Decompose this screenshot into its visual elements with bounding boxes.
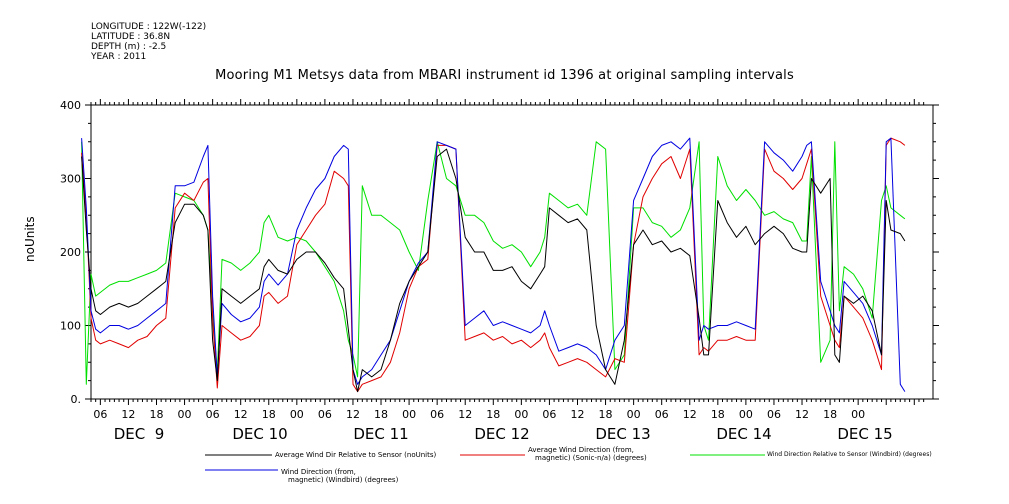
x-hour-tick-label: 12 (458, 408, 472, 421)
x-hour-tick-label: 06 (542, 408, 556, 421)
x-hour-tick-label: 12 (234, 408, 248, 421)
x-hour-tick-label: 06 (93, 408, 107, 421)
longitude-text: LONGITUDE : 122W(-122) (91, 22, 207, 32)
x-hour-tick-label: 18 (599, 408, 613, 421)
x-day-label: DEC 13 (595, 425, 650, 443)
depth-text: DEPTH (m) : -2.5 (91, 42, 167, 52)
legend-label-black: Average Wind Dir Relative to Sensor (noU… (275, 451, 436, 459)
x-day-label: DEC 14 (716, 425, 771, 443)
x-hour-tick-label: 00 (290, 408, 304, 421)
y-tick-label: 0. (71, 393, 82, 406)
year-text: YEAR : 2011 (91, 52, 147, 62)
x-hour-tick-label: 06 (655, 408, 669, 421)
x-hour-tick-label: 18 (149, 408, 163, 421)
legend-label-line: magnetic) (Sonic-n/a) (degrees) (535, 454, 647, 462)
y-tick-label: 200 (60, 246, 81, 259)
legend-label-red: Average Wind Direction (from, magnetic) (… (528, 446, 647, 462)
x-day-label: DEC 12 (474, 425, 529, 443)
legend-label-green: Wind Direction Relative to Sensor (Windb… (767, 451, 932, 459)
series-line-3 (81, 137, 906, 392)
x-hour-tick-label: 12 (570, 408, 584, 421)
x-hour-tick-label: 18 (374, 408, 388, 421)
y-tick-label: 300 (60, 173, 81, 186)
metadata-block: LONGITUDE : 122W(-122) LATITUDE : 36.8N … (91, 22, 206, 62)
x-hour-tick-label: 18 (823, 408, 837, 421)
x-hour-tick-label: 00 (739, 408, 753, 421)
x-hour-tick-label: 18 (711, 408, 725, 421)
x-hour-tick-label: 00 (178, 408, 192, 421)
x-hour-tick-label: 06 (318, 408, 332, 421)
x-hour-tick-label: 06 (206, 408, 220, 421)
y-tick-label: 400 (60, 99, 81, 112)
x-day-label: DEC 10 (232, 425, 287, 443)
series-line-1 (81, 137, 906, 393)
latitude-text: LATITUDE : 36.8N (91, 32, 171, 42)
x-hour-tick-label: 00 (514, 408, 528, 421)
x-hour-tick-label: 12 (121, 408, 135, 421)
x-day-label: DEC 11 (353, 425, 408, 443)
x-hour-tick-label: 12 (683, 408, 697, 421)
series-line-2 (81, 141, 906, 385)
x-hour-tick-label: 00 (627, 408, 641, 421)
legend-label-line: Average Wind Direction (from, (528, 446, 634, 454)
x-hour-tick-label: 12 (346, 408, 360, 421)
legend-label-line: magnetic) (Windbird) (degrees) (288, 476, 399, 484)
legend-label-blue: Wind Direction (from, magnetic) (Windbird… (281, 468, 398, 484)
x-hour-tick-label: 18 (262, 408, 276, 421)
x-hour-tick-label: 06 (430, 408, 444, 421)
series-line-0 (81, 148, 906, 393)
x-day-label: DEC 15 (837, 425, 892, 443)
x-hour-tick-label: 00 (402, 408, 416, 421)
x-hour-tick-label: 18 (486, 408, 500, 421)
legend-label-line: Wind Direction Relative to Sensor (Windb… (767, 451, 932, 458)
x-hour-tick-label: 06 (767, 408, 781, 421)
legend-label-line: Wind Direction (from, (281, 468, 356, 476)
legend-label-line: Average Wind Dir Relative to Sensor (noU… (275, 451, 437, 459)
x-hour-tick-label: 00 (851, 408, 865, 421)
x-day-label: DEC 9 (114, 425, 165, 443)
x-hour-tick-label: 12 (795, 408, 809, 421)
chart-title: Mooring M1 Metsys data from MBARI instru… (215, 68, 794, 83)
y-tick-label: 100 (60, 320, 81, 333)
